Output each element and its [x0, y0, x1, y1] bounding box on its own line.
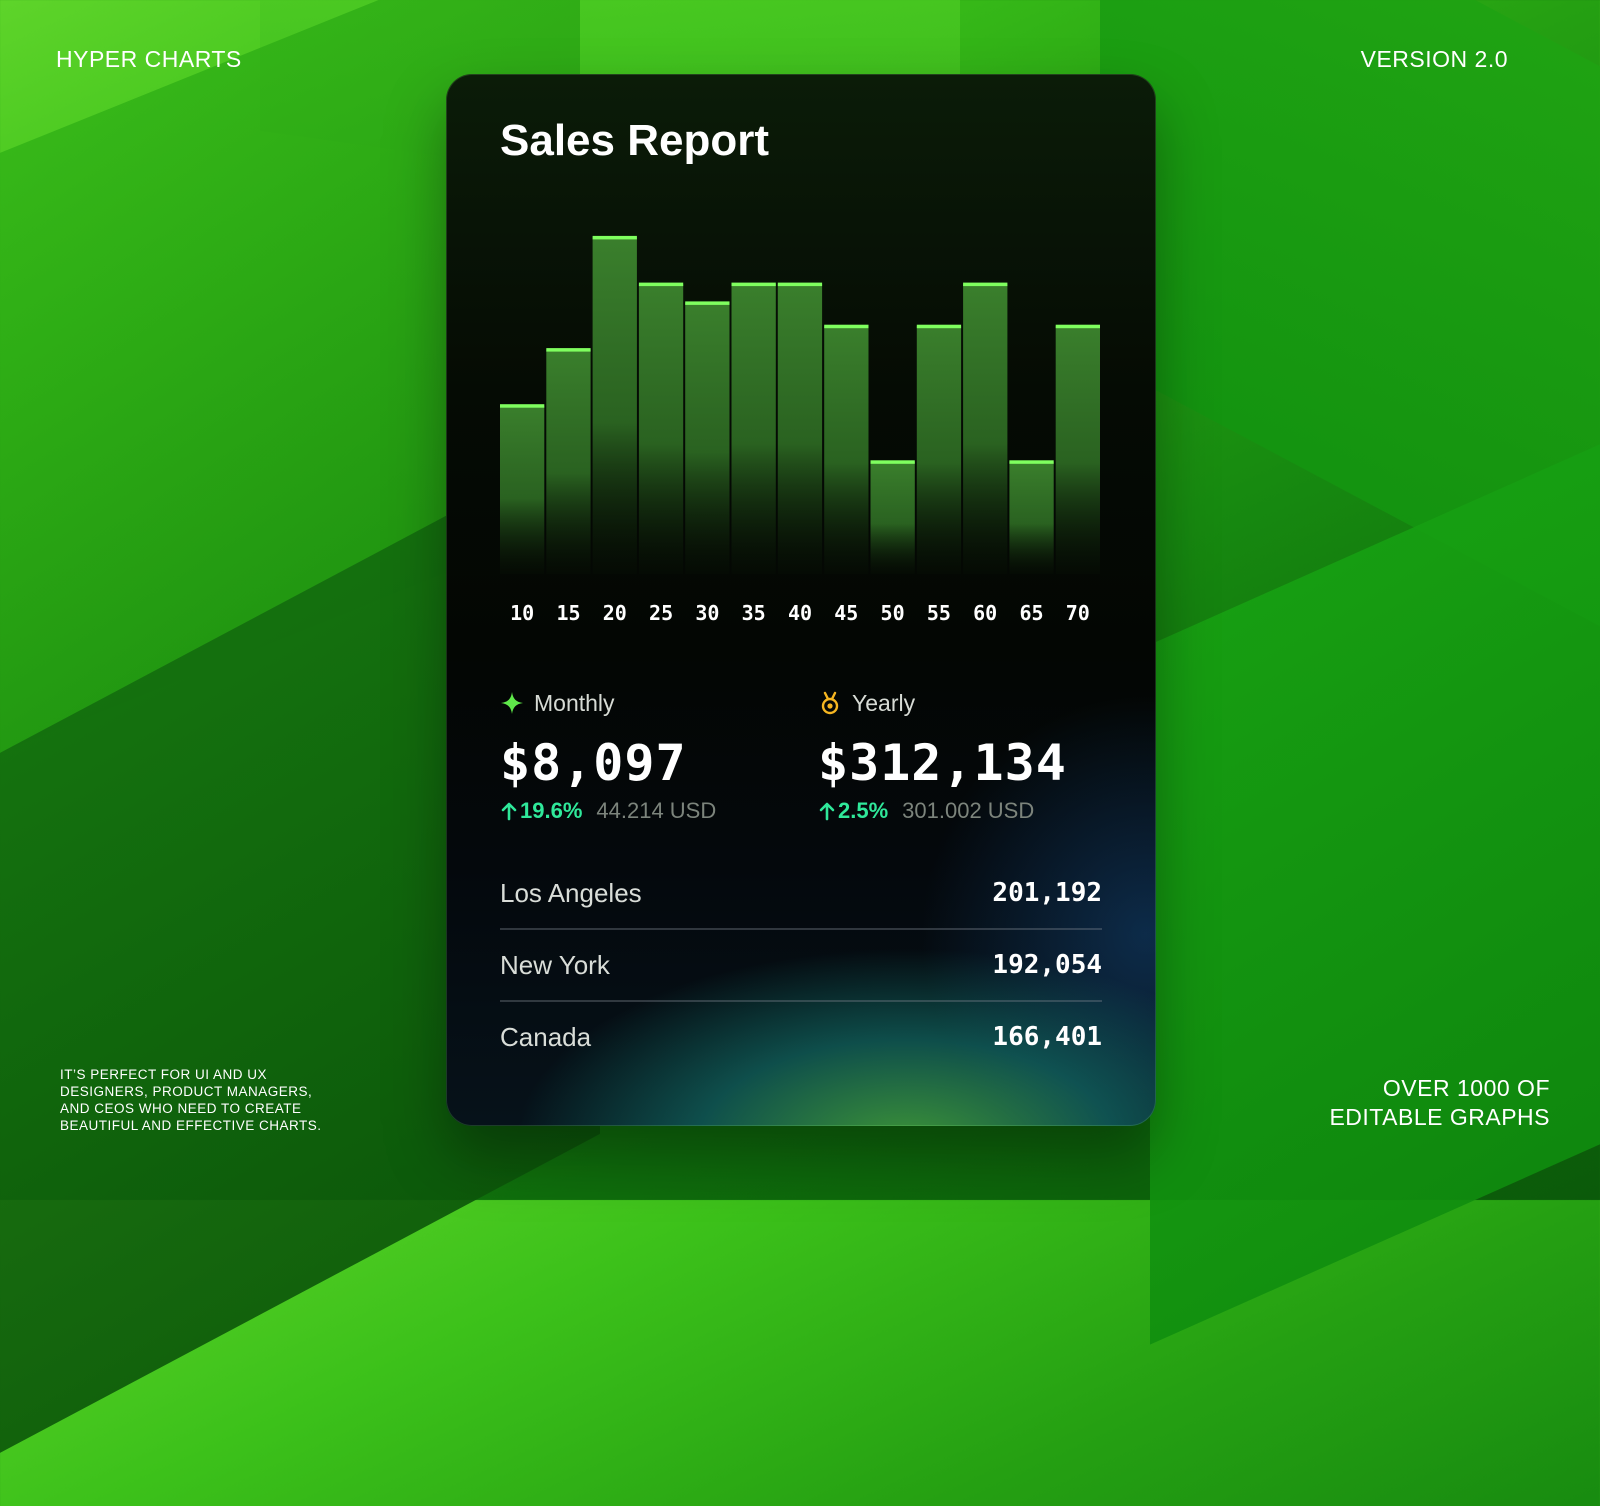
bar-65	[1009, 461, 1054, 574]
x-tick-label: 15	[556, 601, 580, 625]
bar-15	[546, 349, 591, 574]
yearly-delta: 2.5%	[818, 798, 888, 824]
x-tick-label: 20	[603, 601, 627, 625]
bar-top-50	[870, 460, 915, 464]
promo-line-1: OVER 1000 OF	[1382, 1075, 1550, 1101]
bar-top-20	[592, 235, 637, 240]
bar-top-45	[824, 324, 869, 329]
location-row: New York 192,054	[500, 930, 1102, 1002]
bar-top-30	[685, 301, 730, 305]
yearly-usd: 301.002 USD	[902, 798, 1035, 823]
promo-line-2: EDITABLE GRAPHS	[1329, 1104, 1550, 1130]
bar-55	[916, 326, 962, 574]
monthly-label: Monthly	[534, 689, 615, 716]
arrow-up-icon	[501, 802, 517, 821]
version-label: VERSION 2.0	[1360, 46, 1508, 72]
bar-25	[638, 284, 684, 574]
bar-50	[870, 461, 915, 574]
yearly-stat: Yearly $312,134 2.5% 301.002 USD	[818, 686, 1067, 824]
sparkle-icon	[501, 692, 523, 714]
brand-label: HYPER CHARTS	[56, 46, 242, 72]
yearly-label: Yearly	[852, 689, 916, 716]
x-tick-label: 30	[695, 601, 719, 625]
x-tick-label: 45	[834, 601, 858, 625]
monthly-delta: 19.6%	[500, 798, 582, 824]
arrow-up-icon	[819, 802, 835, 821]
location-row: Los Angeles 201,192	[500, 858, 1102, 930]
tagline-text: IT’S PERFECT FOR UI AND UX DESIGNERS, PR…	[60, 1067, 322, 1133]
location-value: 166,401	[992, 1022, 1102, 1052]
x-tick-label: 25	[649, 601, 673, 625]
x-tick-label: 60	[973, 601, 997, 625]
bar-top-70	[1055, 324, 1100, 329]
x-tick-label: 50	[881, 601, 905, 625]
bar-top-15	[546, 348, 591, 352]
monthly-stat: Monthly $8,097 19.6% 44.214 USD	[500, 686, 716, 824]
bar-60	[963, 284, 1008, 574]
bar-10	[500, 405, 545, 574]
x-tick-label: 10	[510, 601, 534, 625]
x-tick-label: 40	[788, 601, 812, 625]
x-tick-label: 55	[927, 601, 951, 625]
location-value: 192,054	[992, 950, 1102, 980]
location-name: New York	[500, 949, 610, 980]
bar-top-25	[638, 282, 684, 287]
card-title: Sales Report	[500, 116, 769, 165]
monthly-delta-value: 19.6%	[520, 798, 583, 823]
sales-report-card: Sales Report 10 15 20 25 30 35 40 45 50 55 60 65 70 …	[446, 74, 1156, 1126]
location-row: Canada 166,401	[500, 1002, 1102, 1072]
bar-70	[1055, 326, 1100, 574]
bar-top-35	[731, 282, 776, 287]
location-value: 201,192	[992, 878, 1102, 908]
location-list: Los Angeles 201,192 New York 192,054 Can…	[500, 858, 1102, 1072]
sales-bar-chart: 10 15 20 25 30 35 40 45 50 55 60 65 70	[500, 235, 1100, 625]
bar-35	[731, 284, 776, 574]
monthly-usd: 44.214 USD	[596, 798, 717, 823]
bar-top-65	[1009, 460, 1054, 464]
location-name: Canada	[500, 1021, 592, 1052]
bar-30	[685, 302, 730, 574]
bar-20	[592, 237, 637, 574]
bar-top-60	[963, 282, 1008, 287]
yearly-delta-value: 2.5%	[838, 798, 889, 823]
bar-40	[777, 284, 823, 574]
x-tick-label: 70	[1066, 601, 1090, 625]
bar-top-10	[500, 404, 545, 408]
medal-icon	[821, 691, 839, 715]
bar-top-55	[916, 324, 962, 329]
location-name: Los Angeles	[500, 877, 642, 908]
x-tick-label: 35	[742, 601, 766, 625]
bar-top-40	[777, 282, 823, 287]
bar-45	[824, 326, 869, 574]
x-tick-label: 65	[1019, 601, 1043, 625]
monthly-value: $8,097	[500, 734, 687, 792]
promo-text: OVER 1000 OF EDITABLE GRAPHS	[1329, 1074, 1550, 1132]
yearly-value: $312,134	[818, 734, 1067, 792]
